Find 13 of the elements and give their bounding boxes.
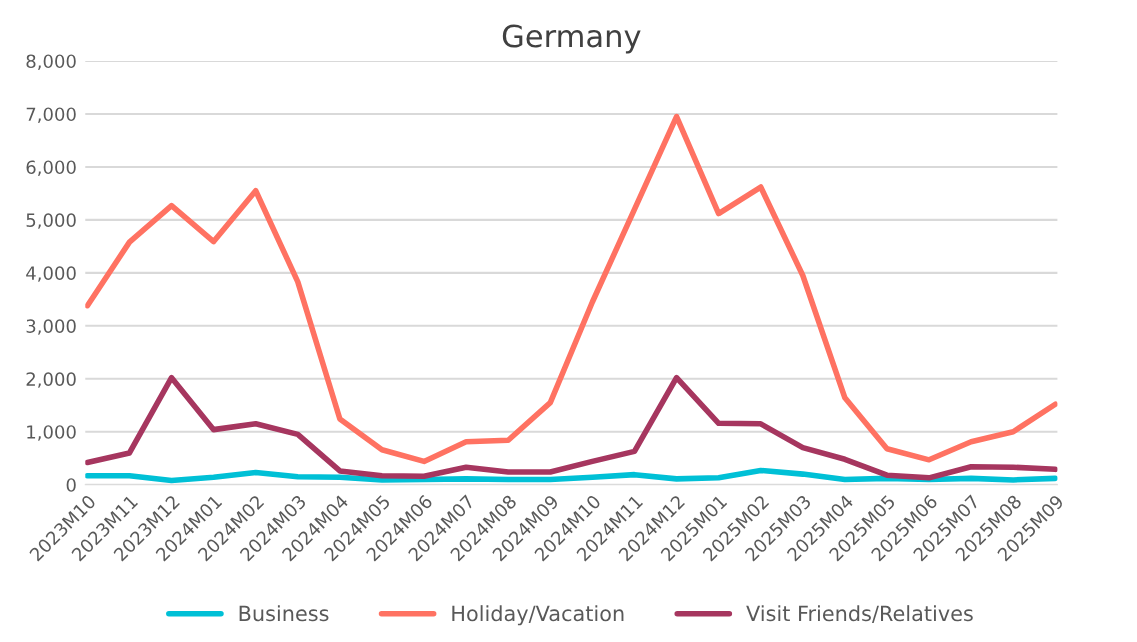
chart-title: Germany bbox=[502, 24, 641, 54]
y-tick-label: 4,000 bbox=[26, 266, 76, 282]
y-tick-label: 1,000 bbox=[27, 425, 76, 441]
y-tick-label: 8,000 bbox=[26, 54, 76, 70]
y-tick-label: 5,000 bbox=[26, 213, 76, 229]
y-tick-label: 6,000 bbox=[26, 160, 76, 176]
legend-label: Holiday/Vacation bbox=[452, 605, 624, 626]
legend-label: Business bbox=[239, 605, 329, 622]
y-tick-label: 3,000 bbox=[26, 319, 76, 335]
y-tick-label: 7,000 bbox=[26, 107, 76, 123]
legend-label: Visit Friends/Relatives bbox=[746, 605, 973, 623]
y-tick-label: 2,000 bbox=[26, 372, 76, 388]
y-tick-label: 0 bbox=[66, 478, 76, 492]
